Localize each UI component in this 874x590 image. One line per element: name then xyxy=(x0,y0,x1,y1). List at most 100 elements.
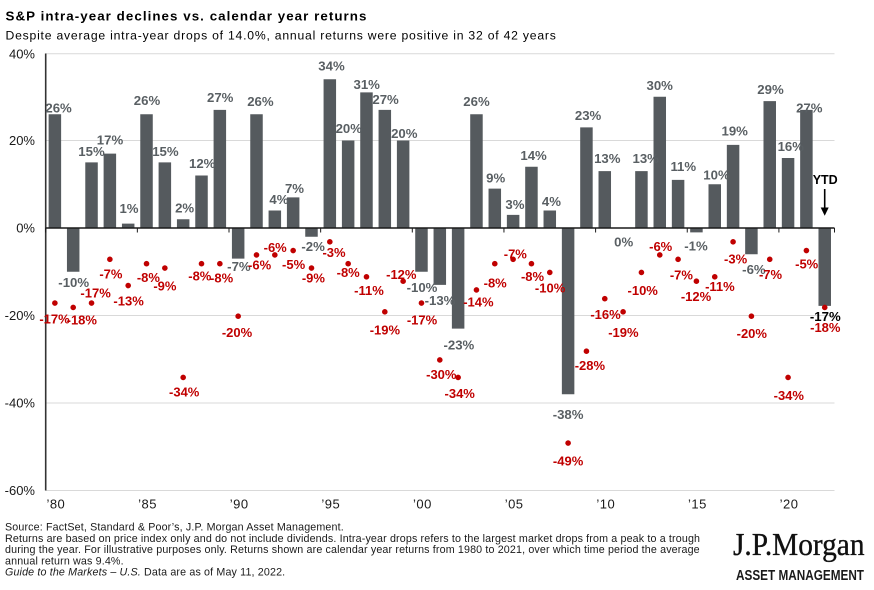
svg-text:-60%: -60% xyxy=(5,483,36,498)
svg-text:26%: 26% xyxy=(45,101,72,116)
svg-text:-17%: -17% xyxy=(810,309,841,324)
svg-text:-17%: -17% xyxy=(39,312,70,327)
svg-text:-28%: -28% xyxy=(575,358,606,373)
svg-text:’05: ’05 xyxy=(505,496,524,511)
svg-text:-38%: -38% xyxy=(553,407,584,422)
svg-text:-23%: -23% xyxy=(444,338,475,353)
svg-text:-9%: -9% xyxy=(302,270,326,285)
svg-text:-8%: -8% xyxy=(137,270,161,285)
svg-text:20%: 20% xyxy=(336,121,363,136)
svg-text:-7%: -7% xyxy=(99,267,123,282)
svg-text:-13%: -13% xyxy=(113,294,144,309)
svg-text:19%: 19% xyxy=(721,124,748,139)
svg-text:-30%: -30% xyxy=(426,367,457,382)
svg-text:14%: 14% xyxy=(520,148,547,163)
svg-text:-10%: -10% xyxy=(535,281,566,296)
svg-text:ASSET MANAGEMENT: ASSET MANAGEMENT xyxy=(736,568,864,584)
svg-text:Despite average intra-year dro: Despite average intra-year drops of 14.0… xyxy=(6,29,557,43)
svg-text:26%: 26% xyxy=(247,94,274,109)
svg-text:16%: 16% xyxy=(778,139,805,154)
svg-text:7%: 7% xyxy=(285,181,304,196)
svg-text:-20%: -20% xyxy=(737,326,768,341)
svg-text:’20: ’20 xyxy=(780,496,799,511)
svg-text:-8%: -8% xyxy=(210,270,234,285)
svg-text:Returns are based on price ind: Returns are based on price index only an… xyxy=(5,533,700,545)
svg-text:-6%: -6% xyxy=(742,262,766,277)
svg-text:-19%: -19% xyxy=(608,325,639,340)
svg-text:-34%: -34% xyxy=(774,388,805,403)
svg-text:-7%: -7% xyxy=(759,267,783,282)
svg-text:S&P intra-year declines vs. ca: S&P intra-year declines vs. calendar yea… xyxy=(6,8,368,23)
svg-text:31%: 31% xyxy=(353,77,380,92)
svg-text:-7%: -7% xyxy=(504,246,528,261)
svg-text:’90: ’90 xyxy=(230,496,249,511)
svg-text:10%: 10% xyxy=(703,168,730,183)
svg-text:-17%: -17% xyxy=(407,312,438,327)
svg-text:-2%: -2% xyxy=(301,239,325,254)
svg-text:20%: 20% xyxy=(391,126,418,141)
svg-text:26%: 26% xyxy=(463,94,490,109)
svg-text:-18%: -18% xyxy=(67,313,98,328)
svg-text:’15: ’15 xyxy=(688,496,707,511)
svg-text:4%: 4% xyxy=(542,194,561,209)
svg-text:-7%: -7% xyxy=(227,259,251,274)
svg-text:-20%: -20% xyxy=(222,325,253,340)
svg-text:-8%: -8% xyxy=(337,265,361,280)
svg-text:-3%: -3% xyxy=(322,245,346,260)
svg-text:’85: ’85 xyxy=(138,496,157,511)
svg-text:-40%: -40% xyxy=(5,396,36,411)
svg-text:13%: 13% xyxy=(594,151,621,166)
svg-text:40%: 40% xyxy=(9,46,35,61)
svg-text:-5%: -5% xyxy=(282,257,306,272)
svg-text:11%: 11% xyxy=(670,159,696,174)
svg-text:-6%: -6% xyxy=(248,258,272,273)
svg-text:0%: 0% xyxy=(614,235,633,250)
svg-text:34%: 34% xyxy=(318,58,345,73)
svg-text:’00: ’00 xyxy=(413,496,432,511)
svg-text:0%: 0% xyxy=(16,221,35,236)
svg-text:-14%: -14% xyxy=(463,294,494,309)
svg-text:-12%: -12% xyxy=(681,289,712,304)
svg-text:during the year. For illustrat: during the year. For illustrative purpos… xyxy=(5,544,700,556)
svg-text:17%: 17% xyxy=(97,132,124,147)
svg-text:15%: 15% xyxy=(78,144,105,159)
svg-text:-12%: -12% xyxy=(386,267,417,282)
svg-text:4%: 4% xyxy=(269,192,288,207)
svg-text:-8%: -8% xyxy=(521,269,545,284)
svg-text:Source: FactSet, Standard & Po: Source: FactSet, Standard & Poor’s, J.P.… xyxy=(5,522,344,534)
svg-text:-1%: -1% xyxy=(684,238,708,253)
svg-text:-3%: -3% xyxy=(724,251,748,266)
svg-text:-34%: -34% xyxy=(445,386,476,401)
svg-text:12%: 12% xyxy=(189,156,216,171)
svg-text:2%: 2% xyxy=(175,201,194,216)
svg-text:15%: 15% xyxy=(152,144,179,159)
svg-text:26%: 26% xyxy=(134,93,161,108)
svg-text:-16%: -16% xyxy=(590,307,621,322)
svg-text:-17%: -17% xyxy=(80,286,111,301)
svg-text:27%: 27% xyxy=(796,101,823,116)
svg-text:9%: 9% xyxy=(486,171,505,186)
svg-text:1%: 1% xyxy=(119,201,138,216)
svg-text:’95: ’95 xyxy=(321,496,340,511)
svg-text:-20%: -20% xyxy=(5,308,36,323)
svg-text:27%: 27% xyxy=(207,90,234,105)
svg-text:20%: 20% xyxy=(9,133,35,148)
svg-text:-18%: -18% xyxy=(810,320,841,335)
svg-text:’10: ’10 xyxy=(596,496,615,511)
svg-text:-10%: -10% xyxy=(58,275,89,290)
svg-text:J.P.Morgan: J.P.Morgan xyxy=(733,526,865,562)
svg-text:-6%: -6% xyxy=(649,239,673,254)
svg-text:-11%: -11% xyxy=(705,279,735,294)
svg-text:-10%: -10% xyxy=(628,283,659,298)
svg-text:-19%: -19% xyxy=(370,323,401,338)
svg-text:’80: ’80 xyxy=(46,496,65,511)
svg-text:-11%: -11% xyxy=(354,283,384,298)
svg-text:-34%: -34% xyxy=(169,384,200,399)
svg-text:annual return was 9.4%.: annual return was 9.4%. xyxy=(5,555,124,567)
svg-text:3%: 3% xyxy=(505,197,524,212)
svg-text:13%: 13% xyxy=(632,151,659,166)
svg-text:-13%: -13% xyxy=(425,293,456,308)
svg-text:Guide to the Markets – U.S. Da: Guide to the Markets – U.S. Data are as … xyxy=(5,567,285,579)
svg-text:-10%: -10% xyxy=(407,280,438,295)
svg-text:-8%: -8% xyxy=(484,276,508,291)
